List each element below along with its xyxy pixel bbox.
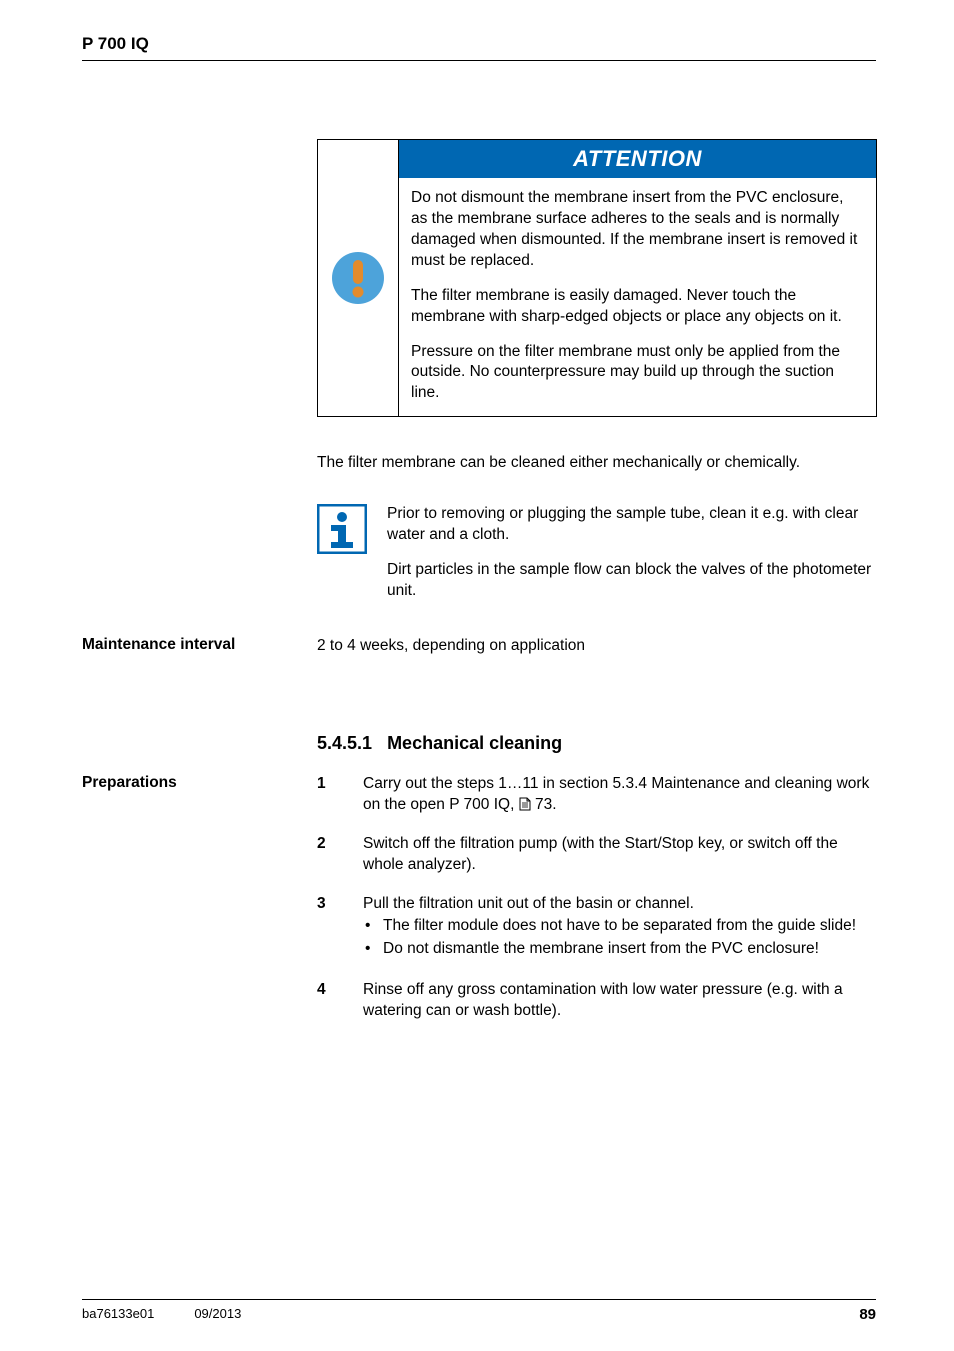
attention-callout: ATTENTION Do not dismount the membrane i…: [317, 139, 877, 417]
steps-list: 1 Carry out the steps 1…11 in section 5.…: [317, 774, 876, 1040]
step-1: 1 Carry out the steps 1…11 in section 5.…: [317, 774, 876, 816]
step-4-num: 4: [317, 980, 363, 1001]
attention-text: Do not dismount the membrane insert from…: [399, 178, 876, 416]
step-1-text-a: Carry out the steps 1…11 in section 5.3.…: [363, 775, 869, 813]
preparations-label: Preparations: [82, 774, 317, 792]
footer-date: 09/2013: [194, 1306, 241, 1323]
step-1-num: 1: [317, 774, 363, 795]
footer-doc: ba76133e01: [82, 1306, 154, 1323]
preparations-row: Preparations 1 Carry out the steps 1…11 …: [82, 774, 876, 1040]
attention-body: ATTENTION Do not dismount the membrane i…: [398, 140, 876, 416]
attention-title: ATTENTION: [399, 140, 876, 178]
maintenance-label: Maintenance interval: [82, 636, 317, 654]
section-block: 5.4.5.1 Mechanical cleaning: [317, 733, 877, 754]
attention-p3: Pressure on the filter membrane must onl…: [411, 342, 864, 405]
step-3: 3 Pull the filtration unit out of the ba…: [317, 894, 876, 963]
step-3-bullets: The filter module does not have to be se…: [363, 916, 876, 960]
footer-page: 89: [859, 1306, 876, 1323]
section-heading: 5.4.5.1 Mechanical cleaning: [317, 733, 877, 754]
info-icon: [317, 504, 367, 554]
step-3-b2: Do not dismantle the membrane insert fro…: [363, 939, 876, 960]
maintenance-value: 2 to 4 weeks, depending on application: [317, 636, 876, 657]
info-text: Prior to removing or plugging the sample…: [387, 504, 877, 602]
footer-left: ba76133e01 09/2013: [82, 1306, 241, 1323]
product-name: P 700 IQ: [82, 34, 149, 54]
attention-p1: Do not dismount the membrane insert from…: [411, 188, 864, 272]
step-3-body: Pull the filtration unit out of the basi…: [363, 894, 876, 963]
main-content: ATTENTION Do not dismount the membrane i…: [317, 139, 877, 602]
info-p1: Prior to removing or plugging the sample…: [387, 504, 877, 546]
step-3-text: Pull the filtration unit out of the basi…: [363, 895, 694, 912]
step-1-text-b: 73.: [531, 796, 557, 813]
page-header: P 700 IQ: [82, 34, 876, 61]
info-callout: Prior to removing or plugging the sample…: [317, 504, 877, 602]
section-title: Mechanical cleaning: [387, 733, 562, 753]
page-footer: ba76133e01 09/2013 89: [82, 1299, 876, 1323]
step-2: 2 Switch off the filtration pump (with t…: [317, 834, 876, 876]
attention-icon-cell: [318, 140, 398, 416]
step-3-b1: The filter module does not have to be se…: [363, 916, 876, 937]
step-1-body: Carry out the steps 1…11 in section 5.3.…: [363, 774, 876, 816]
step-3-num: 3: [317, 894, 363, 915]
page-ref-icon: [519, 797, 531, 811]
intro-paragraph: The filter membrane can be cleaned eithe…: [317, 453, 877, 474]
alert-icon: [331, 251, 385, 305]
step-4-body: Rinse off any gross contamination with l…: [363, 980, 876, 1022]
maintenance-row: Maintenance interval 2 to 4 weeks, depen…: [82, 636, 876, 657]
info-icon-wrap: [317, 504, 369, 602]
step-2-body: Switch off the filtration pump (with the…: [363, 834, 876, 876]
step-4: 4 Rinse off any gross contamination with…: [317, 980, 876, 1022]
section-number: 5.4.5.1: [317, 733, 372, 753]
attention-p2: The filter membrane is easily damaged. N…: [411, 286, 864, 328]
step-2-num: 2: [317, 834, 363, 855]
page: P 700 IQ ATTENTION Do not dismount the m…: [0, 0, 954, 1351]
info-p2: Dirt particles in the sample flow can bl…: [387, 560, 877, 602]
